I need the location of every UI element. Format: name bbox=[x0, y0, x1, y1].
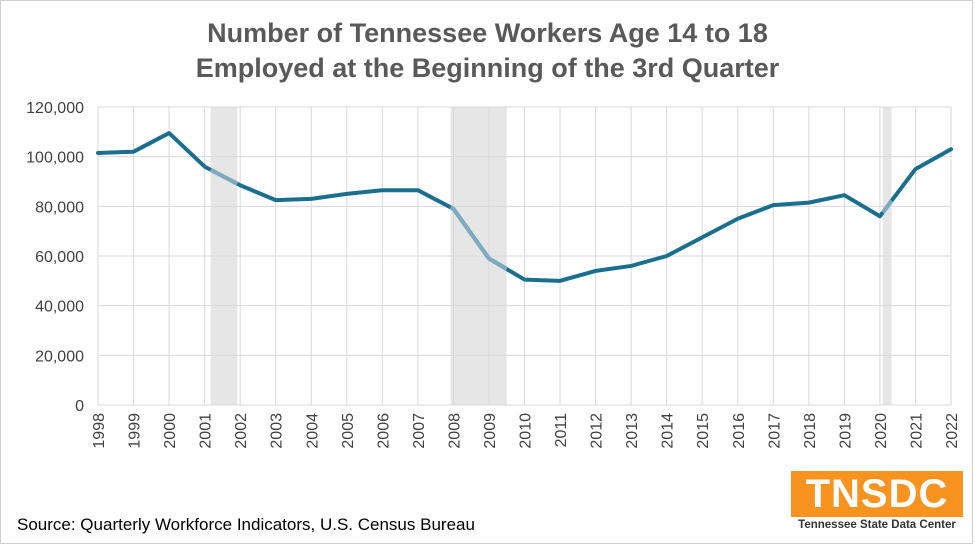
x-tick-label: 2022 bbox=[944, 413, 961, 449]
y-tick-label: 40,000 bbox=[35, 299, 84, 316]
logo-mark: TNSDC bbox=[791, 471, 963, 517]
x-tick-label: 2006 bbox=[375, 413, 392, 449]
y-tick-label: 80,000 bbox=[35, 199, 84, 216]
x-tick-label: 2007 bbox=[411, 413, 428, 449]
x-tick-label: 2020 bbox=[873, 413, 890, 449]
x-tick-label: 2004 bbox=[304, 413, 321, 449]
x-tick-label: 2012 bbox=[589, 413, 606, 449]
x-tick-label: 1998 bbox=[91, 413, 108, 449]
recession-line-segment bbox=[209, 167, 239, 186]
recession-line-segment bbox=[449, 205, 508, 271]
chart-title: Number of Tennessee Workers Age 14 to 18 bbox=[207, 18, 768, 48]
x-tick-label: 2018 bbox=[802, 413, 819, 449]
series-line-path bbox=[96, 131, 953, 283]
x-tick-label: 2021 bbox=[908, 413, 925, 449]
x-tick-label: 2005 bbox=[340, 413, 357, 449]
source-note: Source: Quarterly Workforce Indicators, … bbox=[17, 515, 475, 534]
x-tick-label: 2015 bbox=[695, 413, 712, 449]
x-tick-label: 2019 bbox=[837, 413, 854, 449]
x-tick-label: 2000 bbox=[162, 413, 179, 449]
y-axis-ticks: 0 20,000 40,000 60,000 80,000 100,000 120,000 bbox=[26, 100, 84, 415]
x-tick-label: 2008 bbox=[446, 413, 463, 449]
y-tick-label: 0 bbox=[75, 398, 84, 415]
x-tick-label: 2014 bbox=[660, 413, 677, 449]
tnsdc-logo: TNSDC Tennessee State Data Center bbox=[791, 471, 963, 539]
y-tick-label: 60,000 bbox=[35, 249, 84, 266]
y-tick-label: 120,000 bbox=[26, 100, 84, 117]
logo-subtitle: Tennessee State Data Center bbox=[798, 519, 956, 531]
x-tick-label: 2002 bbox=[233, 413, 250, 449]
x-tick-label: 2010 bbox=[518, 413, 535, 449]
x-tick-label: 2001 bbox=[198, 413, 215, 449]
x-tick-label: 2017 bbox=[766, 413, 783, 449]
x-tick-label: 1999 bbox=[127, 413, 144, 449]
y-tick-label: 20,000 bbox=[35, 348, 84, 365]
x-tick-label: 2016 bbox=[731, 413, 748, 449]
chart-subtitle: Employed at the Beginning of the 3rd Qua… bbox=[195, 53, 780, 83]
recession-line-segment bbox=[881, 199, 894, 214]
y-tick-label: 100,000 bbox=[26, 150, 84, 167]
x-tick-label: 2003 bbox=[269, 413, 286, 449]
x-tick-label: 2011 bbox=[553, 413, 570, 448]
series-line bbox=[96, 131, 953, 283]
gridlines bbox=[97, 106, 952, 406]
x-tick-label: 2009 bbox=[482, 413, 499, 449]
x-tick-label: 2013 bbox=[624, 413, 641, 449]
x-axis-ticks: 1998 1999 2000 2001 2002 2003 2004 2005 2006 2007… bbox=[91, 413, 961, 449]
